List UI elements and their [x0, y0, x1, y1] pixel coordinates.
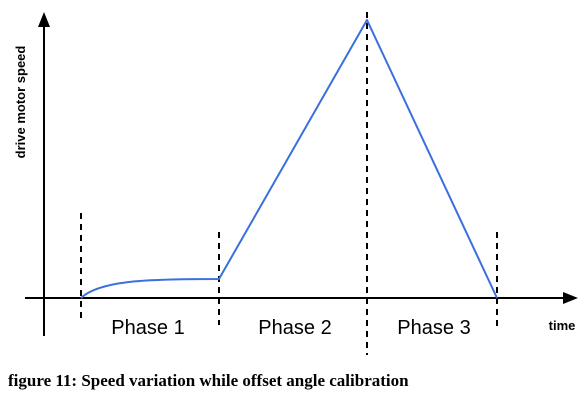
phase-1-label: Phase 1 [111, 317, 184, 339]
speed-profile-curve [80, 19, 498, 299]
y-axis-arrow [38, 12, 50, 27]
y-axis-label: drive motor speed [13, 46, 28, 159]
x-axis-arrow [563, 292, 578, 304]
x-axis-label: time [549, 318, 576, 333]
phase-2-label: Phase 2 [258, 317, 331, 339]
figure-caption: figure 11: Speed variation while offset … [8, 371, 409, 390]
phase-3-label: Phase 3 [397, 317, 470, 339]
